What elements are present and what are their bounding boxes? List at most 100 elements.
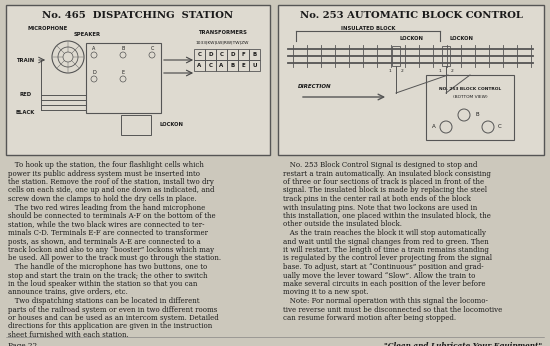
Text: No. 253 AUTOMATIC BLOCK CONTROL: No. 253 AUTOMATIC BLOCK CONTROL bbox=[300, 11, 522, 20]
Bar bbox=[121, 115, 151, 135]
Text: C: C bbox=[219, 52, 223, 57]
Text: stop and start the train on the track; the other to switch: stop and start the train on the track; t… bbox=[8, 272, 207, 280]
Text: A: A bbox=[432, 125, 436, 129]
Text: announce trains, give orders, etc.: announce trains, give orders, etc. bbox=[8, 289, 128, 297]
Text: station, while the two black wires are connected to ter-: station, while the two black wires are c… bbox=[8, 220, 205, 228]
Text: "Clean and Lubricate Your Equipment": "Clean and Lubricate Your Equipment" bbox=[384, 342, 542, 346]
Bar bbox=[86, 43, 161, 113]
Text: 2: 2 bbox=[450, 69, 453, 73]
Text: F: F bbox=[241, 52, 245, 57]
Text: the station. Remove the roof of the station, install two dry: the station. Remove the roof of the stat… bbox=[8, 178, 214, 186]
Bar bbox=[227, 60, 238, 71]
Bar bbox=[205, 60, 216, 71]
Text: NO. 253 BLOCK CONTROL: NO. 253 BLOCK CONTROL bbox=[439, 87, 501, 91]
Text: (BOTTOM VIEW): (BOTTOM VIEW) bbox=[453, 95, 487, 99]
Text: 1: 1 bbox=[389, 69, 392, 73]
Text: is regulated by the control lever projecting from the signal: is regulated by the control lever projec… bbox=[283, 255, 492, 263]
Text: B: B bbox=[252, 52, 257, 57]
Text: A: A bbox=[219, 63, 224, 68]
Text: D: D bbox=[230, 52, 235, 57]
Text: can resume forward motion after being stopped.: can resume forward motion after being st… bbox=[283, 314, 456, 322]
Text: should be connected to terminals A-F on the bottom of the: should be connected to terminals A-F on … bbox=[8, 212, 216, 220]
Circle shape bbox=[58, 47, 78, 67]
Text: As the train reaches the block it will stop automatically: As the train reaches the block it will s… bbox=[283, 229, 486, 237]
Text: LOCKON: LOCKON bbox=[449, 36, 473, 40]
Text: D: D bbox=[208, 52, 213, 57]
Text: E: E bbox=[241, 63, 245, 68]
Text: directions for this application are given in the instruction: directions for this application are give… bbox=[8, 322, 212, 330]
Text: MICROPHONE: MICROPHONE bbox=[28, 27, 68, 31]
Bar bbox=[205, 49, 216, 60]
Text: Two dispatching stations can be located in different: Two dispatching stations can be located … bbox=[8, 297, 200, 305]
Bar bbox=[426, 75, 514, 140]
Text: DIRECTION: DIRECTION bbox=[298, 84, 332, 90]
Text: with insulating pins. Note that two lockons are used in: with insulating pins. Note that two lock… bbox=[283, 203, 477, 211]
Text: other outside the insulated block.: other outside the insulated block. bbox=[283, 220, 402, 228]
Text: TRANSFORMERS: TRANSFORMERS bbox=[197, 30, 246, 36]
Bar bbox=[278, 5, 544, 155]
Circle shape bbox=[63, 52, 73, 62]
Text: C: C bbox=[150, 46, 153, 52]
Text: LOCKON: LOCKON bbox=[159, 122, 183, 127]
Text: posts, as shown, and terminals A-E are connected to a: posts, as shown, and terminals A-E are c… bbox=[8, 237, 201, 246]
Text: restart a train automatically. An insulated block consisting: restart a train automatically. An insula… bbox=[283, 170, 491, 177]
Text: B: B bbox=[476, 112, 480, 118]
Bar bbox=[392, 46, 400, 66]
Text: in the loud speaker within the station so that you can: in the loud speaker within the station s… bbox=[8, 280, 197, 288]
Text: 1033|KW|LW|RW|TW|ZW: 1033|KW|LW|RW|TW|ZW bbox=[196, 41, 250, 45]
Text: C: C bbox=[197, 52, 201, 57]
Text: Note: For normal operation with this signal the locomo-: Note: For normal operation with this sig… bbox=[283, 297, 488, 305]
Text: and wait until the signal changes from red to green. Then: and wait until the signal changes from r… bbox=[283, 237, 489, 246]
Bar bbox=[227, 49, 238, 60]
Text: 2: 2 bbox=[400, 69, 403, 73]
Text: No. 253 Block Control Signal is designed to stop and: No. 253 Block Control Signal is designed… bbox=[283, 161, 477, 169]
Text: A: A bbox=[197, 63, 202, 68]
Text: make several circuits in each position of the lever before: make several circuits in each position o… bbox=[283, 280, 486, 288]
Text: base. To adjust, start at “Continuous” position and grad-: base. To adjust, start at “Continuous” p… bbox=[283, 263, 483, 271]
Text: power its public address system must be inserted into: power its public address system must be … bbox=[8, 170, 200, 177]
Text: this installation, one placed within the insulated block, the: this installation, one placed within the… bbox=[283, 212, 491, 220]
Bar bbox=[194, 49, 205, 60]
Text: 1: 1 bbox=[439, 69, 441, 73]
Text: minals C-D. Terminals E-F are connected to transformer: minals C-D. Terminals E-F are connected … bbox=[8, 229, 208, 237]
Text: track lockon and also to any “booster” lockons which may: track lockon and also to any “booster” l… bbox=[8, 246, 214, 254]
Circle shape bbox=[52, 41, 84, 73]
Text: TRAIN: TRAIN bbox=[16, 57, 34, 63]
Text: INSULATED BLOCK: INSULATED BLOCK bbox=[341, 26, 395, 30]
Text: C: C bbox=[208, 63, 212, 68]
Bar bbox=[216, 49, 227, 60]
Text: ually move the lever toward “Slow”. Allow the train to: ually move the lever toward “Slow”. Allo… bbox=[283, 272, 475, 280]
Text: track pins in the center rail at both ends of the block: track pins in the center rail at both en… bbox=[283, 195, 471, 203]
Text: Page 22: Page 22 bbox=[8, 342, 37, 346]
Text: BLACK: BLACK bbox=[16, 110, 35, 116]
Text: C: C bbox=[498, 125, 502, 129]
Text: screw down the clamps to hold the dry cells in place.: screw down the clamps to hold the dry ce… bbox=[8, 195, 197, 203]
Bar bbox=[6, 5, 270, 155]
Bar bbox=[194, 60, 205, 71]
Bar bbox=[442, 46, 450, 66]
Text: tive reverse unit must be disconnected so that the locomotive: tive reverse unit must be disconnected s… bbox=[283, 306, 502, 313]
Text: B: B bbox=[122, 46, 125, 52]
Text: moving it to a new spot.: moving it to a new spot. bbox=[283, 289, 368, 297]
Bar bbox=[249, 60, 260, 71]
Text: RED: RED bbox=[20, 92, 32, 98]
Bar bbox=[238, 60, 249, 71]
Text: or houses and can be used as an intercom system. Detailed: or houses and can be used as an intercom… bbox=[8, 314, 219, 322]
Bar bbox=[238, 49, 249, 60]
Text: sheet furnished with each station.: sheet furnished with each station. bbox=[8, 331, 129, 339]
Text: signal. The insulated block is made by replacing the steel: signal. The insulated block is made by r… bbox=[283, 186, 487, 194]
Text: it will restart. The length of time a train remains standing: it will restart. The length of time a tr… bbox=[283, 246, 489, 254]
Text: No. 465  DISPATCHING  STATION: No. 465 DISPATCHING STATION bbox=[42, 11, 234, 20]
Text: be used. All power to the track must go through the station.: be used. All power to the track must go … bbox=[8, 255, 221, 263]
Text: of three or four sections of track is placed in front of the: of three or four sections of track is pl… bbox=[283, 178, 484, 186]
Text: The handle of the microphone has two buttons, one to: The handle of the microphone has two but… bbox=[8, 263, 207, 271]
Text: U: U bbox=[252, 63, 257, 68]
Text: To hook up the station, the four flashlight cells which: To hook up the station, the four flashli… bbox=[8, 161, 204, 169]
Text: The two red wires leading from the hand microphone: The two red wires leading from the hand … bbox=[8, 203, 205, 211]
Bar bbox=[216, 60, 227, 71]
Text: SPEAKER: SPEAKER bbox=[74, 33, 101, 37]
Text: B: B bbox=[230, 63, 235, 68]
Bar bbox=[249, 49, 260, 60]
Text: LOCKON: LOCKON bbox=[399, 36, 423, 40]
Text: D: D bbox=[92, 71, 96, 75]
